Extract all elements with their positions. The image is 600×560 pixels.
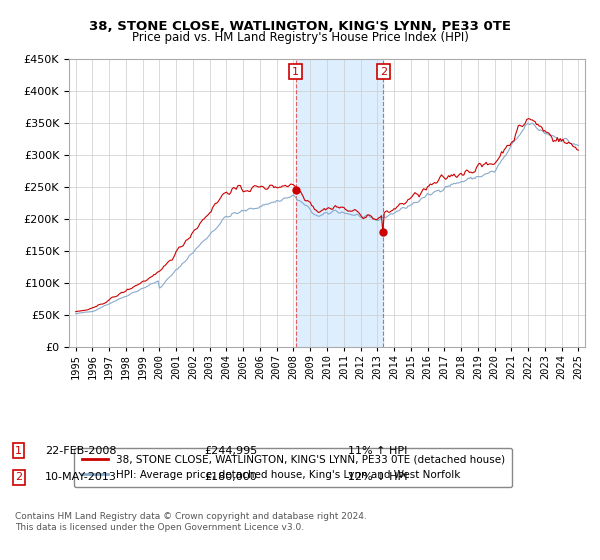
Text: 10-MAY-2013: 10-MAY-2013 (45, 472, 117, 482)
Legend: 38, STONE CLOSE, WATLINGTON, KING'S LYNN, PE33 0TE (detached house), HPI: Averag: 38, STONE CLOSE, WATLINGTON, KING'S LYNN… (74, 447, 512, 487)
Text: Contains HM Land Registry data © Crown copyright and database right 2024.
This d: Contains HM Land Registry data © Crown c… (15, 512, 367, 532)
Text: 2: 2 (380, 67, 387, 77)
Text: 38, STONE CLOSE, WATLINGTON, KING'S LYNN, PE33 0TE: 38, STONE CLOSE, WATLINGTON, KING'S LYNN… (89, 20, 511, 32)
Text: 1: 1 (15, 446, 22, 456)
Text: £180,000: £180,000 (204, 472, 257, 482)
Text: £244,995: £244,995 (204, 446, 257, 456)
Text: 22-FEB-2008: 22-FEB-2008 (45, 446, 116, 456)
Text: 1: 1 (292, 67, 299, 77)
Text: 2: 2 (15, 472, 22, 482)
Text: 11% ↑ HPI: 11% ↑ HPI (348, 446, 407, 456)
Text: Price paid vs. HM Land Registry's House Price Index (HPI): Price paid vs. HM Land Registry's House … (131, 31, 469, 44)
Bar (296, 59, 383, 347)
Text: 12% ↓ HPI: 12% ↓ HPI (348, 472, 407, 482)
